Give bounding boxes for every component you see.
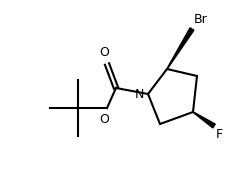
Text: N: N (135, 88, 144, 100)
Text: O: O (99, 46, 109, 59)
Text: Br: Br (194, 13, 208, 26)
Polygon shape (193, 112, 215, 128)
Text: F: F (216, 128, 223, 141)
Text: O: O (99, 113, 109, 126)
Polygon shape (167, 28, 194, 69)
